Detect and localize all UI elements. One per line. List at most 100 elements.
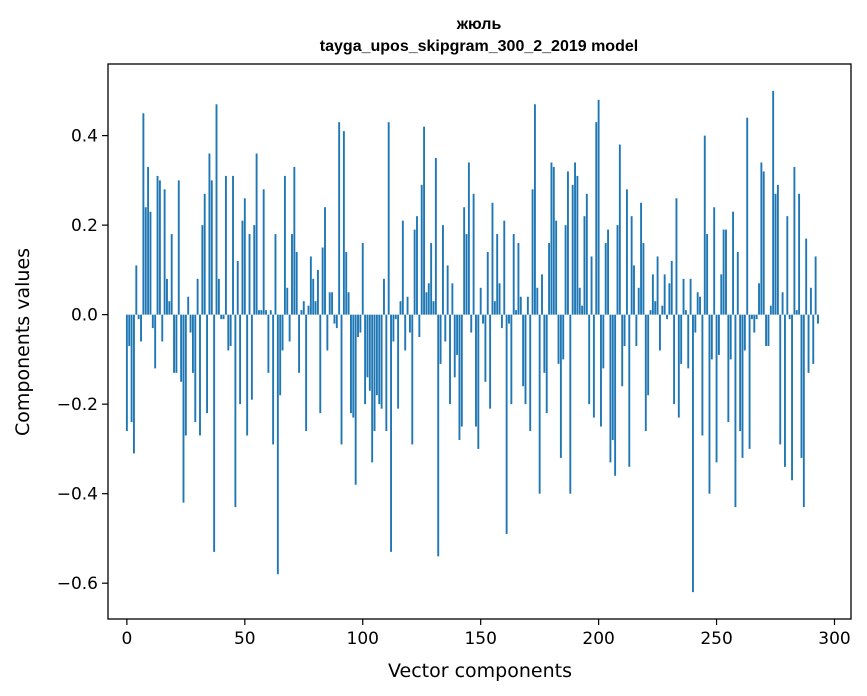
bar-245	[703, 135, 706, 315]
bar-267	[755, 314, 758, 320]
bar-256	[729, 314, 732, 360]
bar-285	[798, 193, 801, 315]
bar-29	[194, 314, 197, 423]
bar-31	[199, 314, 201, 436]
bar-121	[411, 314, 414, 445]
bar-96	[352, 314, 355, 418]
bar-63	[274, 234, 277, 315]
bar-234	[677, 314, 680, 418]
bar-103	[368, 314, 371, 391]
bar-106	[375, 314, 378, 396]
bar-36	[210, 180, 213, 315]
bar-112	[390, 314, 392, 552]
bar-287	[802, 314, 805, 508]
bar-269	[760, 162, 763, 315]
bar-199	[595, 122, 598, 315]
bar-43	[227, 314, 230, 351]
bar-197	[590, 256, 593, 315]
bar-102	[366, 314, 369, 378]
bar-22	[177, 180, 180, 315]
bar-21	[175, 314, 178, 373]
bar-225	[656, 256, 659, 315]
bar-142	[460, 314, 463, 427]
bar-184	[559, 314, 562, 458]
bar-33	[203, 193, 206, 315]
bar-237	[684, 310, 687, 315]
bar-164	[512, 234, 515, 315]
bar-189	[571, 184, 574, 315]
bar-243	[699, 296, 701, 315]
bar-1	[128, 314, 131, 346]
bar-232	[673, 314, 676, 405]
bar-215	[633, 265, 635, 315]
bar-151	[482, 314, 484, 324]
bar-122	[413, 229, 416, 315]
bar-119	[406, 296, 409, 315]
bar-264	[748, 314, 751, 449]
bar-193	[581, 305, 584, 315]
bar-4	[135, 265, 138, 315]
bar-265	[750, 314, 753, 320]
bar-165	[515, 310, 518, 315]
bar-38	[215, 104, 218, 315]
bar-170	[526, 296, 529, 315]
bar-53	[250, 314, 253, 400]
bar-68	[286, 287, 289, 315]
bar-162	[508, 314, 510, 324]
bar-158	[498, 283, 501, 315]
bar-78	[309, 256, 312, 315]
bar-178	[545, 314, 548, 414]
bar-28	[191, 314, 194, 373]
bar-293	[817, 314, 819, 324]
bar-109	[383, 278, 385, 315]
bar-7	[142, 113, 145, 315]
bar-154	[489, 314, 492, 409]
bar-134	[442, 225, 444, 315]
bar-213	[628, 314, 631, 467]
bar-179	[548, 243, 551, 315]
bar-203	[604, 243, 607, 315]
bar-148	[475, 314, 477, 427]
bar-139	[453, 314, 456, 378]
bar-55	[255, 153, 258, 315]
y-tick-label: −0.4	[57, 485, 98, 505]
bar-146	[470, 314, 473, 333]
bar-233	[675, 198, 678, 315]
bar-137	[449, 314, 451, 405]
bar-138	[451, 283, 454, 315]
bar-111	[387, 122, 390, 315]
bar-194	[583, 216, 586, 315]
bar-89	[335, 314, 338, 329]
bar-64	[276, 314, 279, 575]
bar-224	[654, 301, 657, 315]
bar-132	[437, 314, 440, 557]
bar-93	[345, 251, 348, 315]
bar-69	[288, 314, 291, 342]
bar-107	[378, 314, 381, 405]
bar-168	[522, 314, 525, 387]
y-tick-label: −0.2	[57, 395, 98, 415]
bar-252	[720, 274, 723, 315]
bar-229	[666, 314, 668, 320]
bar-115	[397, 314, 400, 409]
bar-270	[762, 171, 765, 315]
bar-66	[281, 314, 284, 351]
bar-101	[364, 314, 367, 405]
bar-72	[295, 251, 298, 315]
bar-19	[170, 234, 173, 315]
bar-288	[805, 238, 808, 315]
y-tick-label: −0.6	[57, 574, 98, 594]
bar-39	[217, 278, 220, 315]
bar-254	[725, 229, 727, 315]
bar-91	[340, 314, 343, 445]
bar-284	[795, 310, 798, 315]
bar-268	[758, 283, 760, 315]
chart-subtitle: tayga_upos_skipgram_300_2_2019 model	[320, 38, 638, 55]
bar-202	[602, 314, 605, 369]
bar-274	[772, 90, 775, 315]
bar-105	[373, 314, 376, 432]
bar-266	[753, 314, 756, 333]
y-axis-ticks: −0.6 −0.4 −0.2 0.0 0.2 0.4	[57, 127, 108, 594]
bar-289	[807, 314, 810, 373]
bar-113	[392, 314, 395, 342]
